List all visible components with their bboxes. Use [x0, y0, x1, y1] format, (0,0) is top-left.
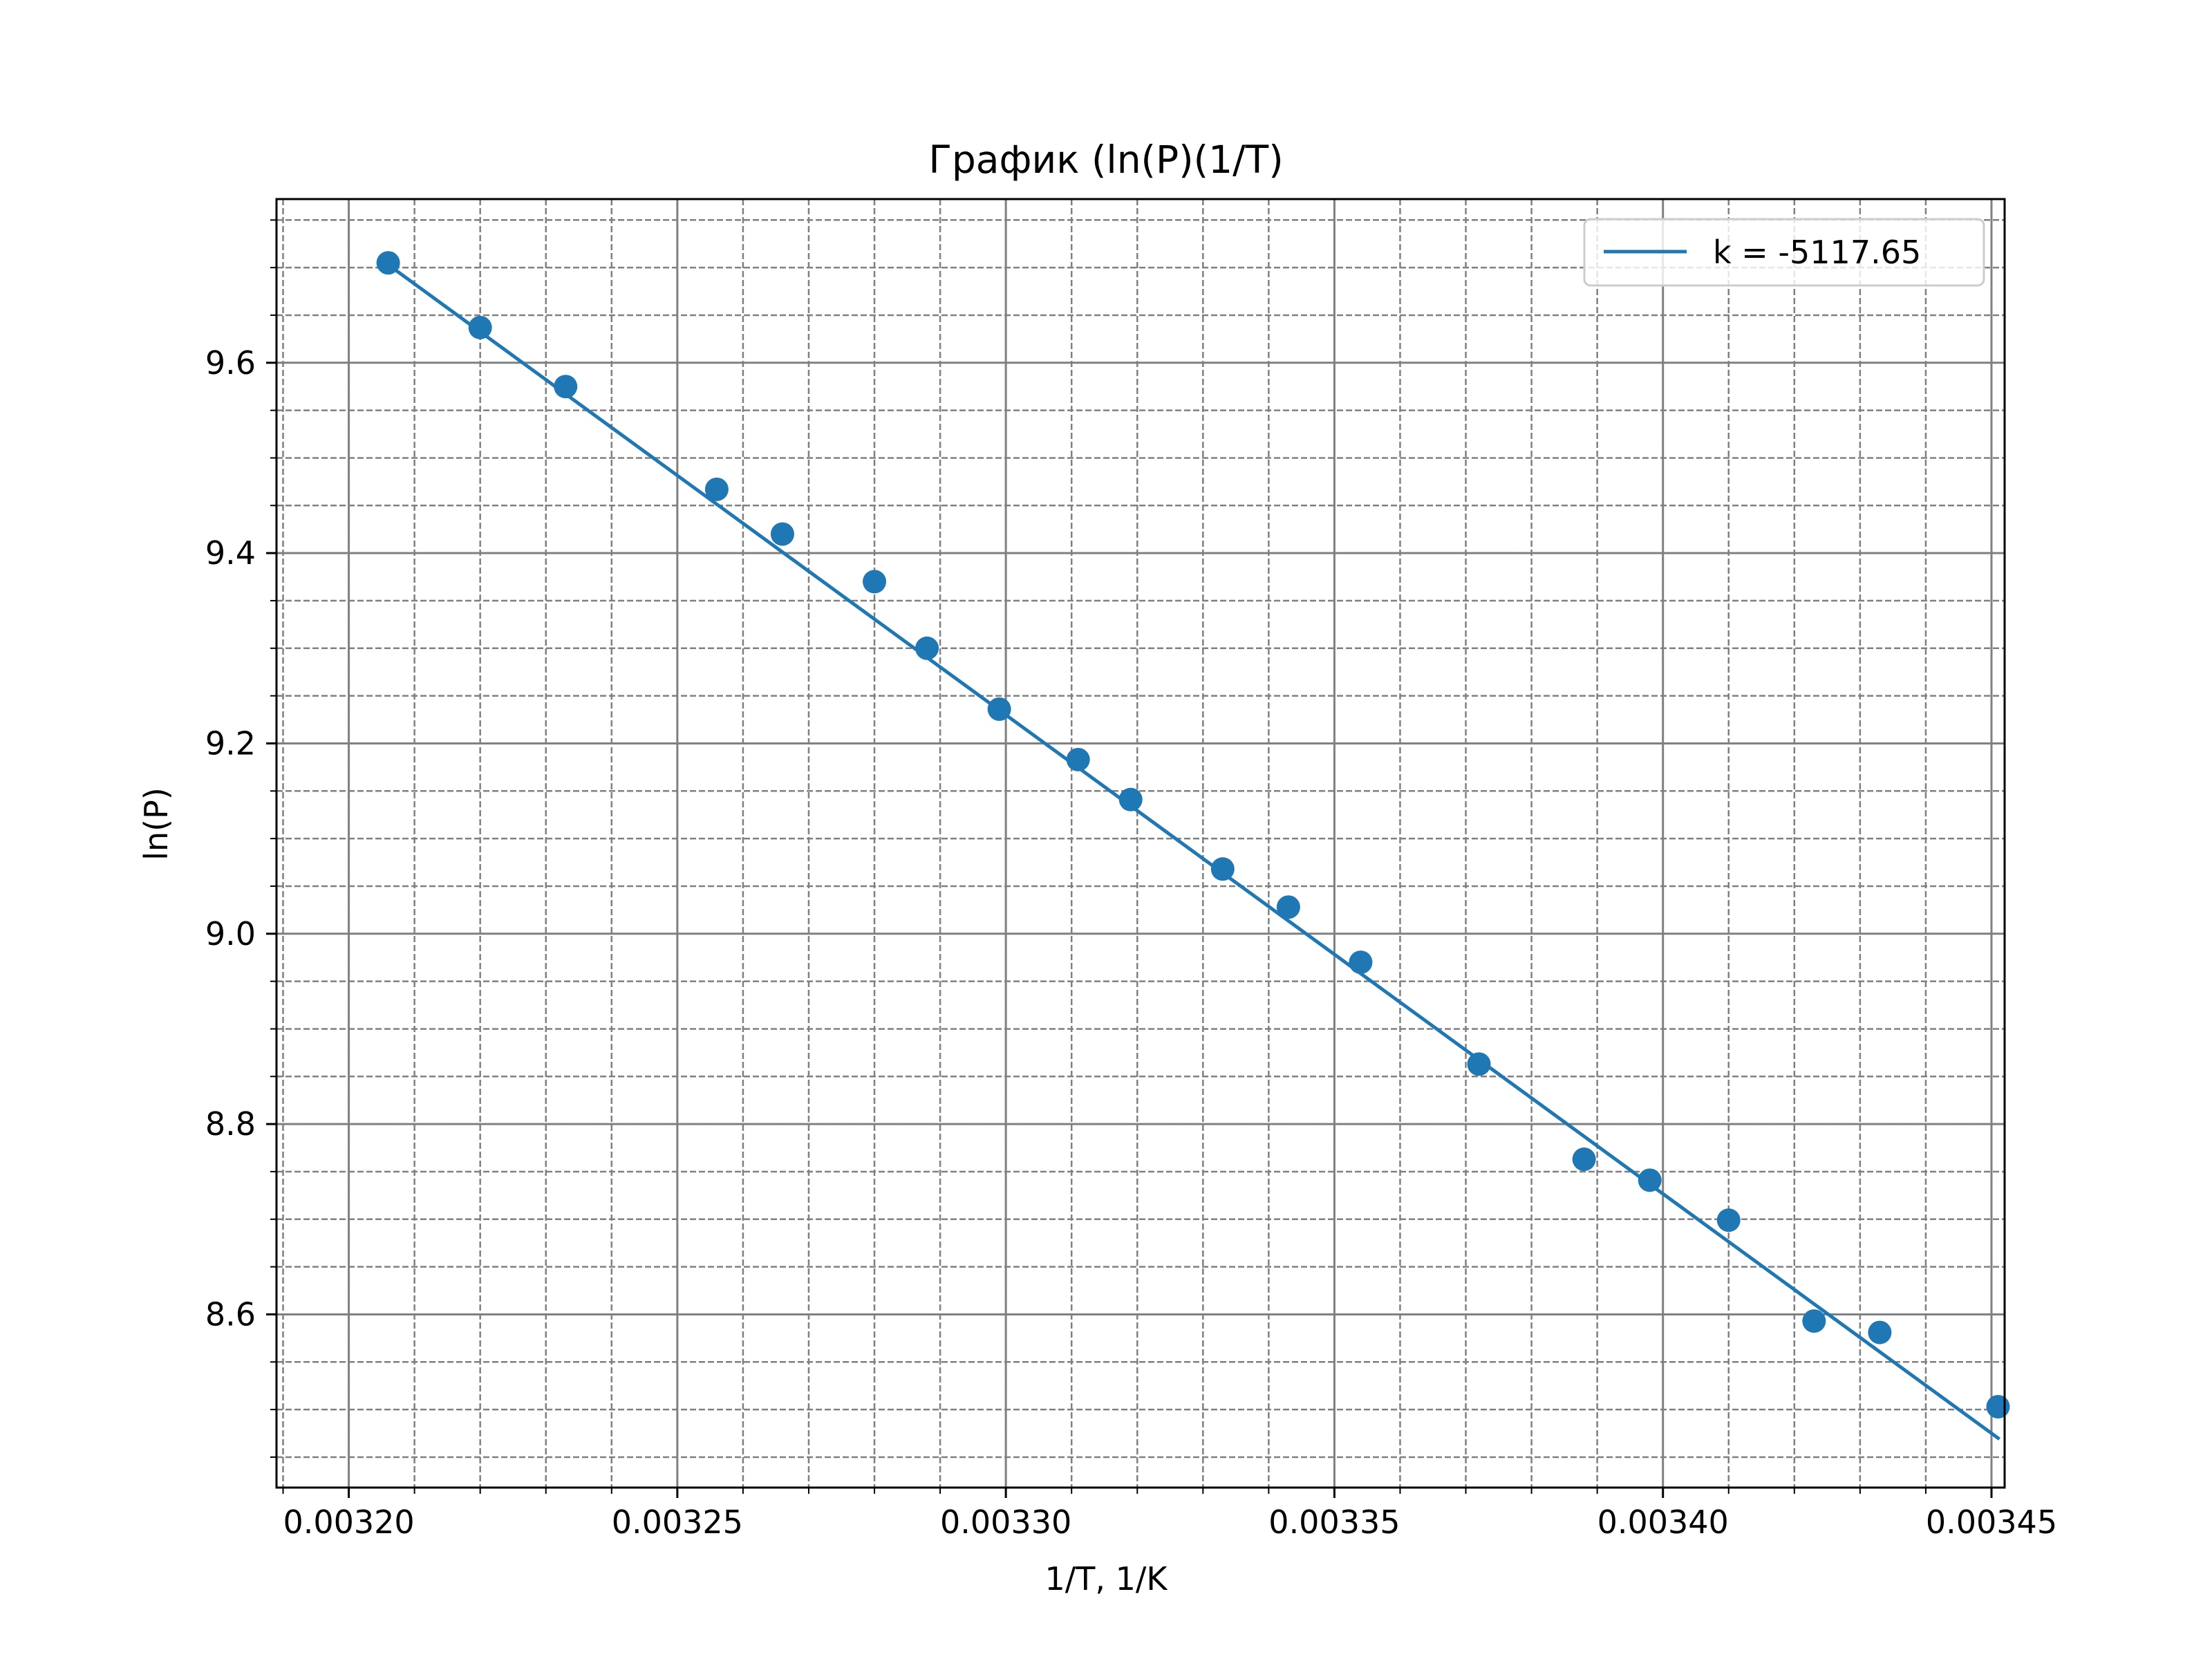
data-point — [1868, 1320, 1892, 1344]
x-tick-label: 0.00345 — [1926, 1503, 2057, 1541]
data-point — [1572, 1147, 1596, 1172]
x-tick-label: 0.00330 — [940, 1503, 1071, 1541]
y-tick-label: 8.8 — [205, 1105, 256, 1143]
data-point — [1638, 1168, 1662, 1192]
major-grid — [276, 199, 2005, 1488]
data-point — [1210, 857, 1235, 881]
x-tick-label: 0.00340 — [1597, 1503, 1729, 1541]
x-tick-label: 0.00335 — [1268, 1503, 1400, 1541]
fit-line-layer — [386, 262, 2000, 1441]
x-tick-label: 0.00320 — [283, 1503, 414, 1541]
x-tick-label: 0.00325 — [612, 1503, 743, 1541]
data-point — [1349, 950, 1373, 975]
y-tick-label: 9.2 — [205, 724, 256, 762]
y-axis-label: ln(P) — [138, 787, 175, 861]
minor-grid — [276, 199, 2005, 1488]
x-axis-label: 1/T, 1/K — [1044, 1560, 1168, 1597]
y-tick-label: 9.0 — [205, 915, 256, 953]
data-point — [376, 251, 400, 275]
legend-box — [1583, 218, 1985, 287]
data-point — [468, 315, 492, 339]
scatter-points — [376, 251, 2010, 1418]
legend: k = -5117.65 — [1583, 218, 1985, 287]
data-point — [987, 697, 1011, 721]
data-point — [1467, 1052, 1491, 1076]
data-point — [915, 636, 939, 660]
data-point — [1716, 1208, 1741, 1232]
data-point — [1802, 1309, 1826, 1333]
y-tick-label: 8.6 — [205, 1295, 256, 1333]
data-point — [1986, 1394, 2010, 1418]
data-point — [1118, 787, 1143, 812]
y-tick-label: 9.4 — [205, 534, 256, 572]
data-point — [1276, 895, 1300, 919]
axis-ticks — [266, 219, 1993, 1498]
data-point — [1066, 747, 1090, 771]
y-tick-label: 9.6 — [205, 344, 256, 382]
fit-line — [386, 262, 2000, 1441]
data-point — [704, 477, 729, 501]
plot-frame — [275, 198, 2006, 1489]
tick-labels: 0.00320 0.00325 0.00330 0.00335 0.00340 0.003… — [205, 344, 2057, 1541]
data-point — [863, 570, 887, 594]
legend-label: k = -5117.65 — [1713, 234, 1921, 271]
data-point — [770, 522, 794, 546]
data-point — [554, 375, 578, 399]
chart-title: График (ln(P)(1/T) — [928, 138, 1283, 182]
